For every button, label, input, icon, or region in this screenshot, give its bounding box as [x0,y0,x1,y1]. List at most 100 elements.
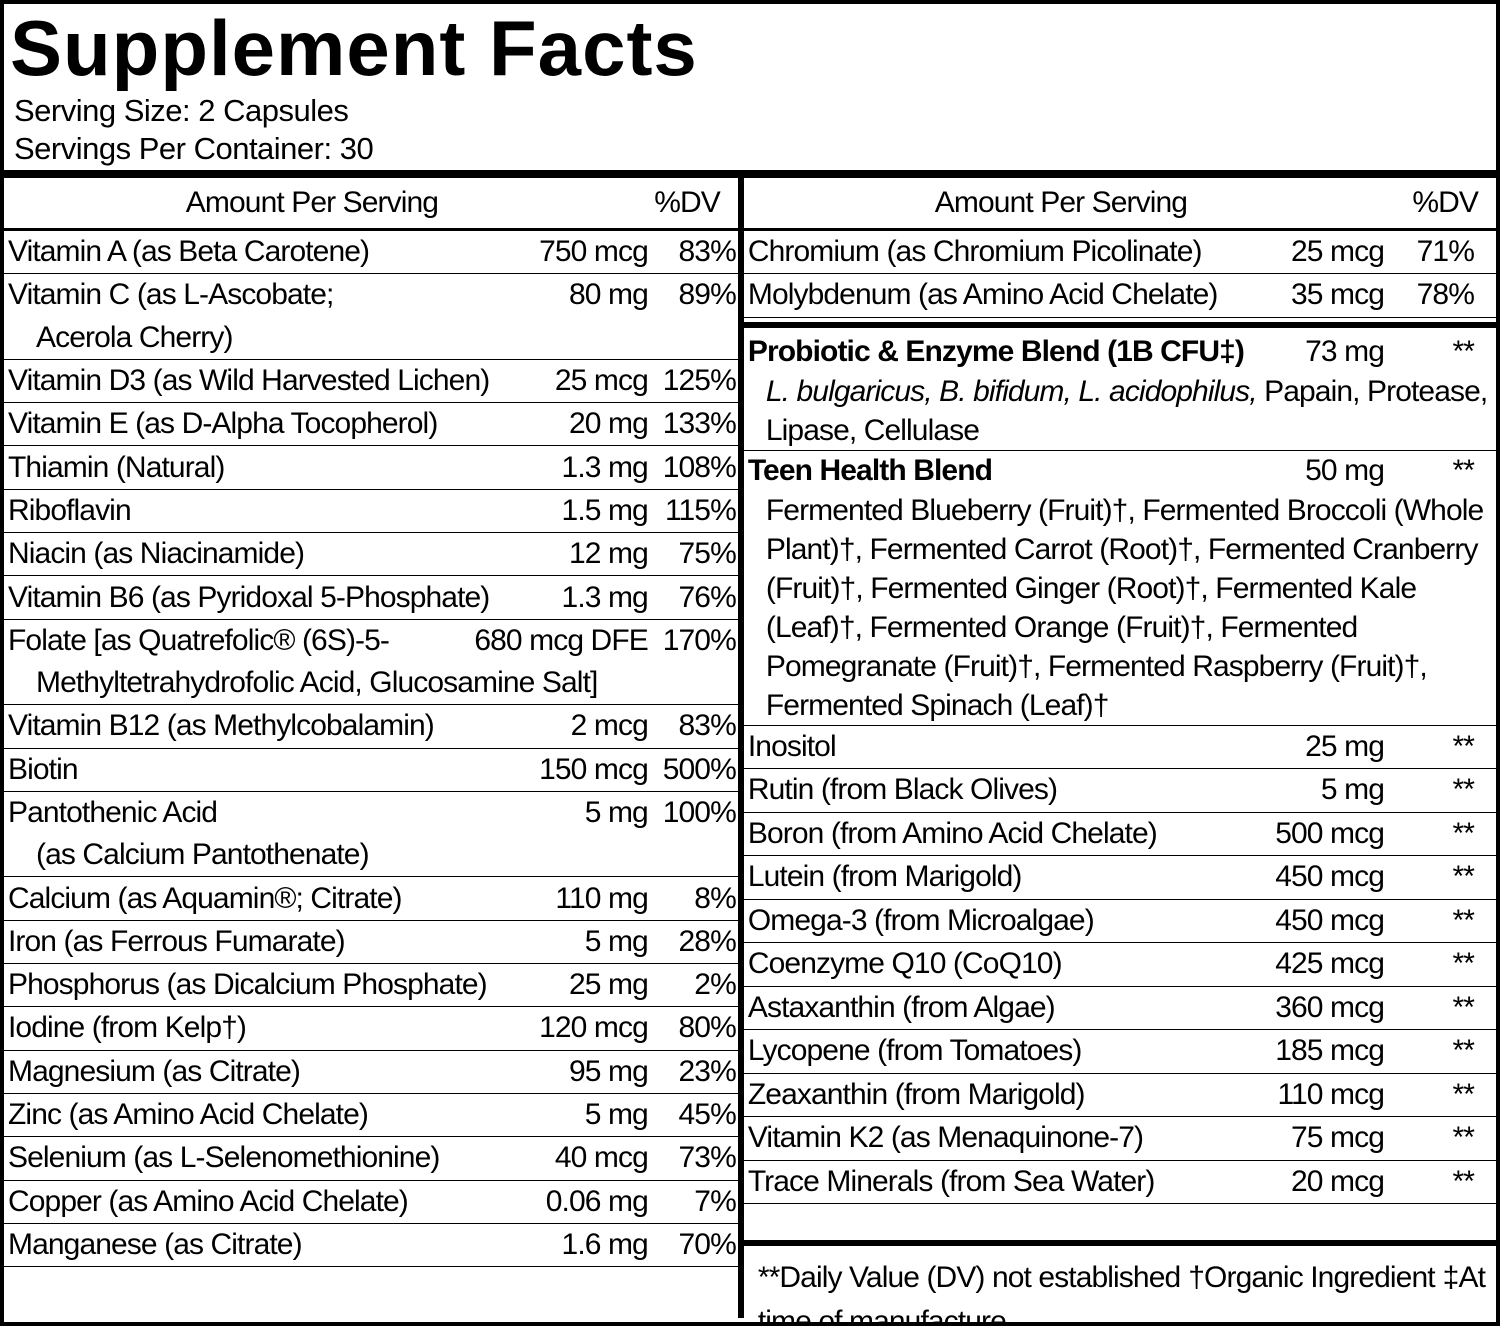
amount: 25 mg [1305,729,1385,763]
nutrient-row: Iodine (from Kelp†) 120 mcg 80% [4,1007,738,1051]
daily-value: ** [1452,334,1474,368]
row-line: Zinc (as Amino Acid Chelate) 5 mg 45% [8,1094,737,1136]
row-line: Inositol 25 mg ** [748,726,1494,769]
blend-description: L. bulgaricus, B. bifidum, L. acidophilu… [748,372,1494,450]
amount: 680 mcg DFE [474,623,648,657]
daily-value: ** [1452,1077,1474,1111]
nutrient-row: Phosphorus (as Dicalcium Phosphate) 25 mg… [4,964,738,1008]
blend-organisms: L. bulgaricus, B. bifidum, L. acidophilu… [765,374,1258,408]
nutrient-row: Magnesium (as Citrate) 95 mg 23% [4,1051,738,1094]
amount-header: Amount Per Serving [934,186,1188,219]
daily-value: 45% [678,1098,737,1132]
amount: 750 mcg [539,235,649,269]
row-line: Omega-3 (from Microalgae) 450 mcg ** [748,900,1494,943]
nutrient-row: Niacin (as Niacinamide) 12 mg 75% [4,533,738,577]
amount: 1.5 mg [561,493,649,527]
blend-ingredients: Papain, Protease, Lipase, Cellulase [765,374,1488,447]
dv-header: %DV [654,186,721,219]
nutrient-name: Zeaxanthin (from Marigold) [747,1077,1086,1111]
amount: 95 mg [568,1054,649,1088]
amount: 5 mg [1320,773,1385,807]
row-line: Vitamin D3 (as Wild Harvested Lichen) 25 … [8,360,737,402]
daily-value: ** [1452,773,1474,807]
nutrient-row: Chromium (as Chromium Picolinate) 25 mcg 7… [743,231,1496,275]
row-line: Trace Minerals (from Sea Water) 20 mcg ** [748,1161,1494,1204]
footnote: †Organic Ingredient [1188,1261,1435,1295]
nutrient-row: Calcium (as Aquamin®; Citrate) 110 mg 8% [4,877,738,921]
daily-value: 83% [678,235,737,269]
row-line: Chromium (as Chromium Picolinate) 25 mcg 7… [748,231,1494,273]
row-line: Probiotic & Enzyme Blend (1B CFU‡) 73 mg *… [748,332,1494,372]
nutrient-name: Omega-3 (from Microalgae) [747,903,1095,937]
row-line: Rutin (from Black Olives) 5 mg ** [748,769,1494,812]
row-line: Riboflavin 1.5 mg 115% [8,490,737,532]
nutrient-row: Astaxanthin (from Algae) 360 mcg ** [743,987,1496,1031]
nutrient-row: Rutin (from Black Olives) 5 mg ** [743,769,1496,813]
amount: 5 mg [584,924,649,958]
daily-value: 7% [694,1184,736,1218]
row-line: Thiamin (Natural) 1.3 mg 108% [8,446,737,488]
nutrient-row: Vitamin C (as L-Ascobate; 80 mg 89% Acerola… [4,274,738,360]
row-line: Teen Health Blend 50 mg ** [748,451,1494,491]
nutrient-name: Coenzyme Q10 (CoQ10) [747,947,1063,981]
nutrient-name: Pantothenic Acid [8,796,218,829]
nutrient-name: Zinc (as Amino Acid Chelate) [8,1098,369,1132]
section-bar [743,321,1496,328]
row-line: Pantothenic Acid 5 mg 100% [8,792,737,834]
nutrient-row: Pantothenic Acid 5 mg 100% (as Calcium Pant… [4,792,738,878]
daily-value: ** [1452,1121,1474,1155]
nutrient-name: Biotin [8,752,79,786]
daily-value: 73% [678,1141,737,1175]
nutrient-name: Vitamin D3 (as Wild Harvested Lichen) [8,364,490,398]
nutrient-row: Lutein (from Marigold) 450 mcg ** [743,856,1496,900]
row-line: Folate [as Quatrefolic® (6S)-5- 680 mcg D… [8,620,737,662]
amount: 110 mg [555,881,648,915]
nutrient-row: Probiotic & Enzyme Blend (1B CFU‡) 73 mg *… [743,332,1496,451]
amount: 73 mg [1305,334,1385,368]
amount: 1.6 mg [561,1227,649,1261]
nutrient-row: Riboflavin 1.5 mg 115% [4,490,738,534]
nutrient-name: Inositol [747,729,837,763]
daily-value: 133% [662,407,737,441]
amount: 120 mcg [539,1011,649,1045]
nutrient-row: Omega-3 (from Microalgae) 450 mcg ** [743,900,1496,944]
nutrient-row: Inositol 25 mg ** [743,726,1496,770]
amount: 360 mcg [1275,990,1385,1024]
row-line: Selenium (as L-Selenomethionine) 40 mcg 73… [8,1137,737,1179]
blend-description: Fermented Blueberry (Fruit)†, Fermented … [748,491,1494,725]
daily-value: ** [1452,860,1474,894]
daily-value: 80% [678,1011,737,1045]
nutrient-name: Thiamin (Natural) [8,450,225,484]
amount: 450 mcg [1275,860,1385,894]
nutrient-row: Thiamin (Natural) 1.3 mg 108% [4,446,738,490]
daily-value: 23% [678,1054,737,1088]
nutrient-row: Zeaxanthin (from Marigold) 110 mcg ** [743,1074,1496,1118]
servings-per-container: Servings Per Container: 30 [14,131,374,166]
nutrient-name: Rutin (from Black Olives) [747,773,1058,807]
amount: 40 mcg [554,1141,649,1175]
nutrient-row: Folate [as Quatrefolic® (6S)-5- 680 mcg D… [4,620,738,706]
amount: 185 mcg [1275,1034,1385,1068]
daily-value: 28% [678,924,737,958]
row-line: Vitamin B12 (as Methylcobalamin) 2 mcg 83% [8,705,737,747]
nutrient-row: Selenium (as L-Selenomethionine) 40 mcg 73… [4,1137,738,1181]
nutrient-name: Astaxanthin (from Algae) [747,990,1056,1024]
amount: 20 mg [568,407,649,441]
nutrient-name: Iron (as Ferrous Fumarate) [8,924,346,958]
daily-value: 75% [678,537,737,571]
daily-value: ** [1452,903,1474,937]
nutrient-name: Boron (from Amino Acid Chelate) [747,816,1158,850]
nutrient-name-continued: (as Calcium Pantothenate) [36,838,370,872]
title: Supplement Facts [10,4,698,92]
left-column: Amount Per Serving %DV Vitamin A (as Beta … [4,178,738,1318]
nutrient-name-continued: Acerola Cherry) [36,320,233,354]
row-line: Lutein (from Marigold) 450 mcg ** [748,856,1494,899]
nutrient-name: Lutein (from Marigold) [747,860,1023,894]
daily-value: ** [1452,947,1474,981]
daily-value: 125% [662,364,737,398]
row-line: Biotin 150 mcg 500% [8,749,737,791]
nutrient-row: Vitamin A (as Beta Carotene) 750 mcg 83% [4,231,738,275]
nutrient-name: Magnesium (as Citrate) [8,1054,301,1088]
row-line: Phosphorus (as Dicalcium Phosphate) 25 mg… [8,964,737,1006]
